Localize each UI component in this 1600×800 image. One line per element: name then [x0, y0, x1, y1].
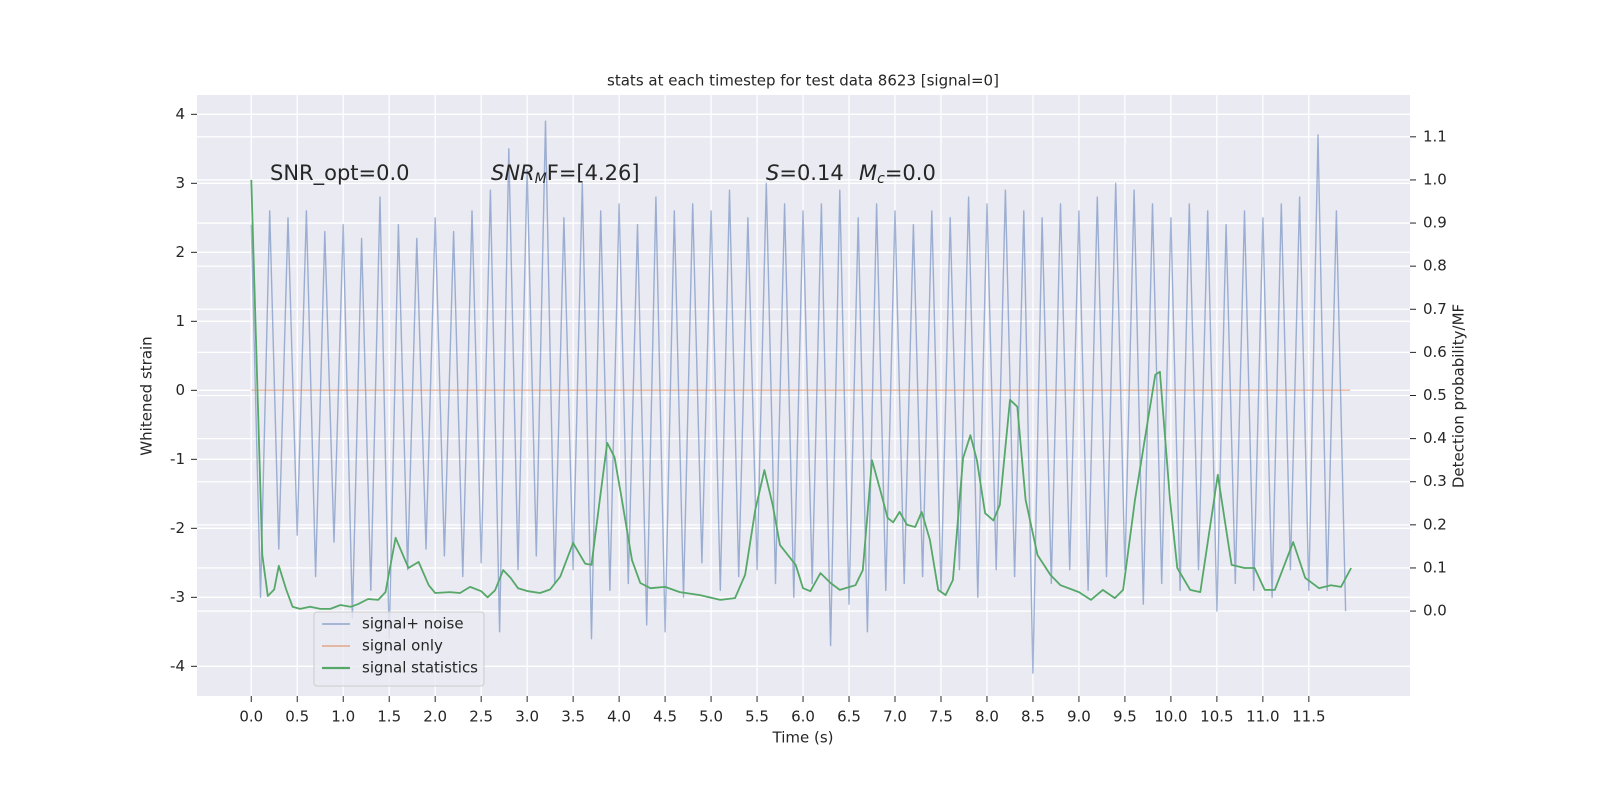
- legend-box: [313, 611, 485, 687]
- y-tick-label: 1: [175, 312, 185, 330]
- y2-tick-label: 1.0: [1423, 170, 1447, 188]
- annotation: SNR_opt=0.0: [270, 161, 410, 186]
- x-tick-label: 3.5: [561, 708, 585, 726]
- annotation-part: =0.14: [779, 161, 843, 185]
- y-tick-label: -4: [170, 657, 185, 675]
- x-tick-label: 6.0: [791, 708, 815, 726]
- y-tick-label: -3: [170, 588, 185, 606]
- y-tick-label: -1: [170, 450, 185, 468]
- y-tick-label: 3: [175, 174, 185, 192]
- x-tick-label: 11.0: [1246, 708, 1279, 726]
- x-tick-label: 9.0: [1067, 708, 1091, 726]
- y-tick-label: 0: [175, 381, 185, 399]
- x-tick-label: 9.5: [1113, 708, 1137, 726]
- annotation-part: c: [877, 171, 885, 187]
- y-tick-label: -2: [170, 519, 185, 537]
- annotation: Mc=0.0: [859, 161, 936, 187]
- y-tick-label: 2: [175, 243, 185, 261]
- x-tick-label: 11.5: [1292, 708, 1325, 726]
- x-tick-label: 2.5: [469, 708, 493, 726]
- x-tick-label: 7.0: [883, 708, 907, 726]
- x-tick-label: 1.5: [377, 708, 401, 726]
- x-tick-label: 0.5: [285, 708, 309, 726]
- x-axis-label: Time (s): [772, 729, 834, 747]
- legend-label: signal+ noise: [362, 615, 464, 633]
- annotation: S=0.14: [766, 161, 844, 185]
- x-tick-label: 10.5: [1200, 708, 1233, 726]
- y2-tick-label: 0.0: [1423, 602, 1447, 620]
- x-tick-label: 1.0: [331, 708, 355, 726]
- x-tick-label: 10.0: [1154, 708, 1187, 726]
- annotation-part: =0.0: [885, 161, 936, 185]
- x-tick-label: 3.0: [515, 708, 539, 726]
- x-tick-label: 6.5: [837, 708, 861, 726]
- series-line: [250, 120, 1347, 674]
- legend-label: signal only: [362, 637, 443, 655]
- x-tick-label: 2.0: [423, 708, 447, 726]
- x-tick-label: 8.0: [975, 708, 999, 726]
- x-tick-label: 8.5: [1021, 708, 1045, 726]
- y2-tick-label: 0.3: [1423, 472, 1447, 490]
- y2-axis-label: Detection probability/MF: [1450, 304, 1468, 488]
- annotation-part: SNR: [491, 161, 535, 185]
- chart-title: stats at each timestep for test data 862…: [607, 72, 999, 90]
- annotation: SNRMF=[4.26]: [491, 161, 640, 187]
- series-line: [250, 179, 1352, 610]
- y2-tick-label: 0.9: [1423, 214, 1447, 232]
- x-tick-label: 4.5: [653, 708, 677, 726]
- x-tick-label: 0.0: [239, 708, 263, 726]
- y2-tick-label: 0.1: [1423, 558, 1447, 576]
- y-axis-label: Whitened strain: [138, 336, 156, 455]
- annotation-part: M: [535, 171, 547, 187]
- annotation-part: S: [766, 161, 779, 185]
- y2-tick-label: 0.6: [1423, 343, 1447, 361]
- annotation-part: M: [859, 161, 877, 185]
- annotation-part: F=[4.26]: [547, 161, 640, 185]
- x-tick-label: 5.0: [699, 708, 723, 726]
- y2-tick-label: 0.8: [1423, 257, 1447, 275]
- y2-tick-label: 0.5: [1423, 386, 1447, 404]
- x-tick-label: 5.5: [745, 708, 769, 726]
- y2-tick-label: 0.4: [1423, 429, 1447, 447]
- y-tick-label: 4: [175, 105, 185, 123]
- y2-tick-label: 0.2: [1423, 515, 1447, 533]
- x-tick-label: 4.0: [607, 708, 631, 726]
- y2-tick-label: 0.7: [1423, 300, 1447, 318]
- y2-tick-label: 1.1: [1423, 127, 1447, 145]
- x-tick-label: 7.5: [929, 708, 953, 726]
- legend-label: signal statistics: [362, 659, 478, 677]
